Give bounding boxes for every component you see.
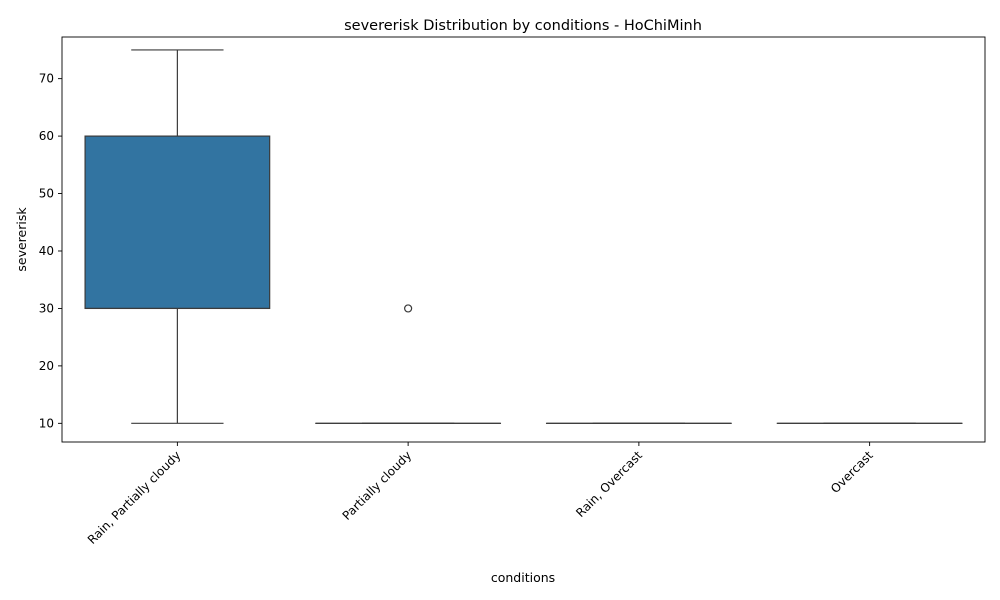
iqr-box — [84, 135, 271, 310]
plot-area — [84, 49, 963, 424]
y-tick-label: 20 — [39, 359, 54, 373]
y-tick-label: 50 — [39, 187, 54, 201]
y-tick-label: 60 — [39, 129, 54, 143]
box-group — [84, 49, 271, 424]
chart-title: severerisk Distribution by conditions - … — [344, 18, 702, 34]
y-tick-label: 70 — [39, 72, 54, 86]
y-tick-label: 10 — [39, 416, 54, 430]
y-tick-label: 30 — [39, 301, 54, 315]
axes-frame — [61, 36, 986, 443]
x-axis-label: conditions — [491, 570, 555, 585]
box-group — [315, 304, 502, 424]
y-tick-label: 40 — [39, 244, 54, 258]
outlier-point — [404, 304, 413, 313]
y-axis-label: severerisk — [14, 207, 29, 272]
